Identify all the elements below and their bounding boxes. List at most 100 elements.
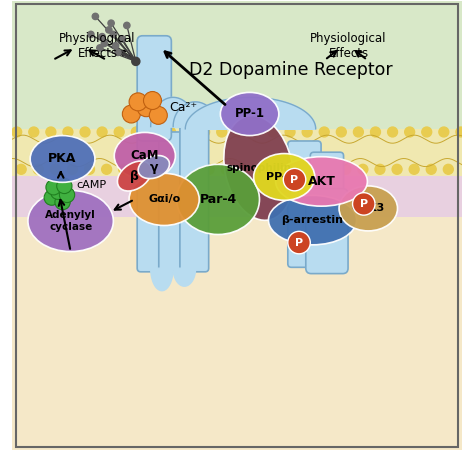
Circle shape [187, 164, 197, 174]
Text: PP-1: PP-1 [235, 107, 264, 120]
Circle shape [285, 127, 295, 137]
Circle shape [234, 127, 244, 137]
Circle shape [288, 231, 310, 254]
Circle shape [426, 164, 436, 174]
Text: spinophilin: spinophilin [226, 163, 291, 173]
Circle shape [12, 127, 22, 137]
Circle shape [422, 127, 432, 137]
Circle shape [273, 164, 283, 174]
Circle shape [67, 164, 77, 174]
Circle shape [131, 127, 141, 137]
Circle shape [119, 164, 128, 174]
Ellipse shape [254, 153, 315, 200]
Text: Gαi/o: Gαi/o [148, 194, 180, 204]
Circle shape [108, 20, 114, 26]
Circle shape [268, 127, 278, 137]
Text: Adenylyl
cyclase: Adenylyl cyclase [46, 210, 96, 232]
FancyBboxPatch shape [180, 125, 209, 272]
Circle shape [149, 106, 167, 124]
Circle shape [165, 127, 175, 137]
Circle shape [99, 33, 105, 40]
Circle shape [84, 164, 94, 174]
Text: Par-4: Par-4 [200, 193, 237, 206]
Circle shape [59, 187, 75, 202]
Circle shape [57, 178, 72, 193]
Circle shape [153, 164, 163, 174]
FancyBboxPatch shape [137, 123, 166, 272]
Circle shape [97, 45, 103, 51]
Circle shape [251, 127, 261, 137]
Circle shape [290, 164, 300, 174]
Circle shape [124, 22, 130, 28]
Circle shape [392, 164, 402, 174]
Ellipse shape [28, 190, 113, 252]
FancyBboxPatch shape [137, 36, 172, 141]
Polygon shape [173, 268, 196, 286]
Circle shape [110, 31, 117, 37]
Circle shape [302, 127, 312, 137]
Circle shape [456, 127, 466, 137]
Circle shape [46, 127, 56, 137]
Text: Physiological
Effects: Physiological Effects [59, 32, 136, 60]
Circle shape [170, 164, 180, 174]
Text: PP-2A: PP-2A [266, 172, 303, 182]
Text: β-arrestin: β-arrestin [282, 215, 344, 225]
Text: γ: γ [150, 161, 158, 174]
Circle shape [136, 164, 146, 174]
Circle shape [221, 164, 231, 174]
Text: Physiological
Effects: Physiological Effects [310, 32, 387, 60]
Circle shape [88, 31, 94, 37]
Ellipse shape [129, 173, 199, 226]
Circle shape [97, 127, 107, 137]
Circle shape [283, 168, 306, 191]
Circle shape [63, 127, 73, 137]
Ellipse shape [224, 115, 293, 221]
Text: P: P [295, 238, 303, 248]
Circle shape [204, 164, 214, 174]
Text: CaM: CaM [130, 149, 159, 162]
Circle shape [106, 27, 112, 33]
Circle shape [92, 13, 99, 19]
Text: P: P [291, 175, 299, 184]
Bar [12, 176, 462, 221]
Ellipse shape [339, 186, 398, 231]
Circle shape [324, 164, 334, 174]
Text: β: β [130, 170, 139, 183]
Ellipse shape [118, 161, 152, 191]
Bar [12, 1, 462, 136]
Bar [12, 216, 462, 450]
FancyBboxPatch shape [159, 132, 188, 272]
Circle shape [16, 164, 26, 174]
Circle shape [46, 179, 61, 195]
Circle shape [354, 127, 364, 137]
Circle shape [50, 164, 60, 174]
Circle shape [182, 127, 192, 137]
Circle shape [101, 164, 111, 174]
Circle shape [101, 40, 108, 46]
Circle shape [200, 127, 210, 137]
Circle shape [80, 127, 90, 137]
FancyBboxPatch shape [306, 189, 348, 274]
Circle shape [33, 164, 43, 174]
Circle shape [119, 36, 126, 42]
Text: cAMP: cAMP [76, 180, 107, 190]
Circle shape [112, 42, 119, 49]
Ellipse shape [177, 164, 259, 235]
Ellipse shape [138, 156, 170, 179]
Circle shape [144, 92, 162, 110]
Circle shape [439, 127, 449, 137]
Circle shape [217, 127, 227, 137]
Circle shape [307, 164, 317, 174]
Circle shape [255, 164, 265, 174]
Circle shape [319, 127, 329, 137]
Text: P: P [360, 199, 368, 209]
Circle shape [358, 164, 368, 174]
Polygon shape [151, 268, 173, 291]
FancyBboxPatch shape [310, 152, 344, 267]
Circle shape [388, 127, 398, 137]
Ellipse shape [114, 133, 175, 179]
Ellipse shape [220, 92, 279, 136]
Circle shape [341, 164, 351, 174]
Polygon shape [173, 102, 217, 127]
Text: D2 Dopamine Receptor: D2 Dopamine Receptor [189, 61, 393, 79]
